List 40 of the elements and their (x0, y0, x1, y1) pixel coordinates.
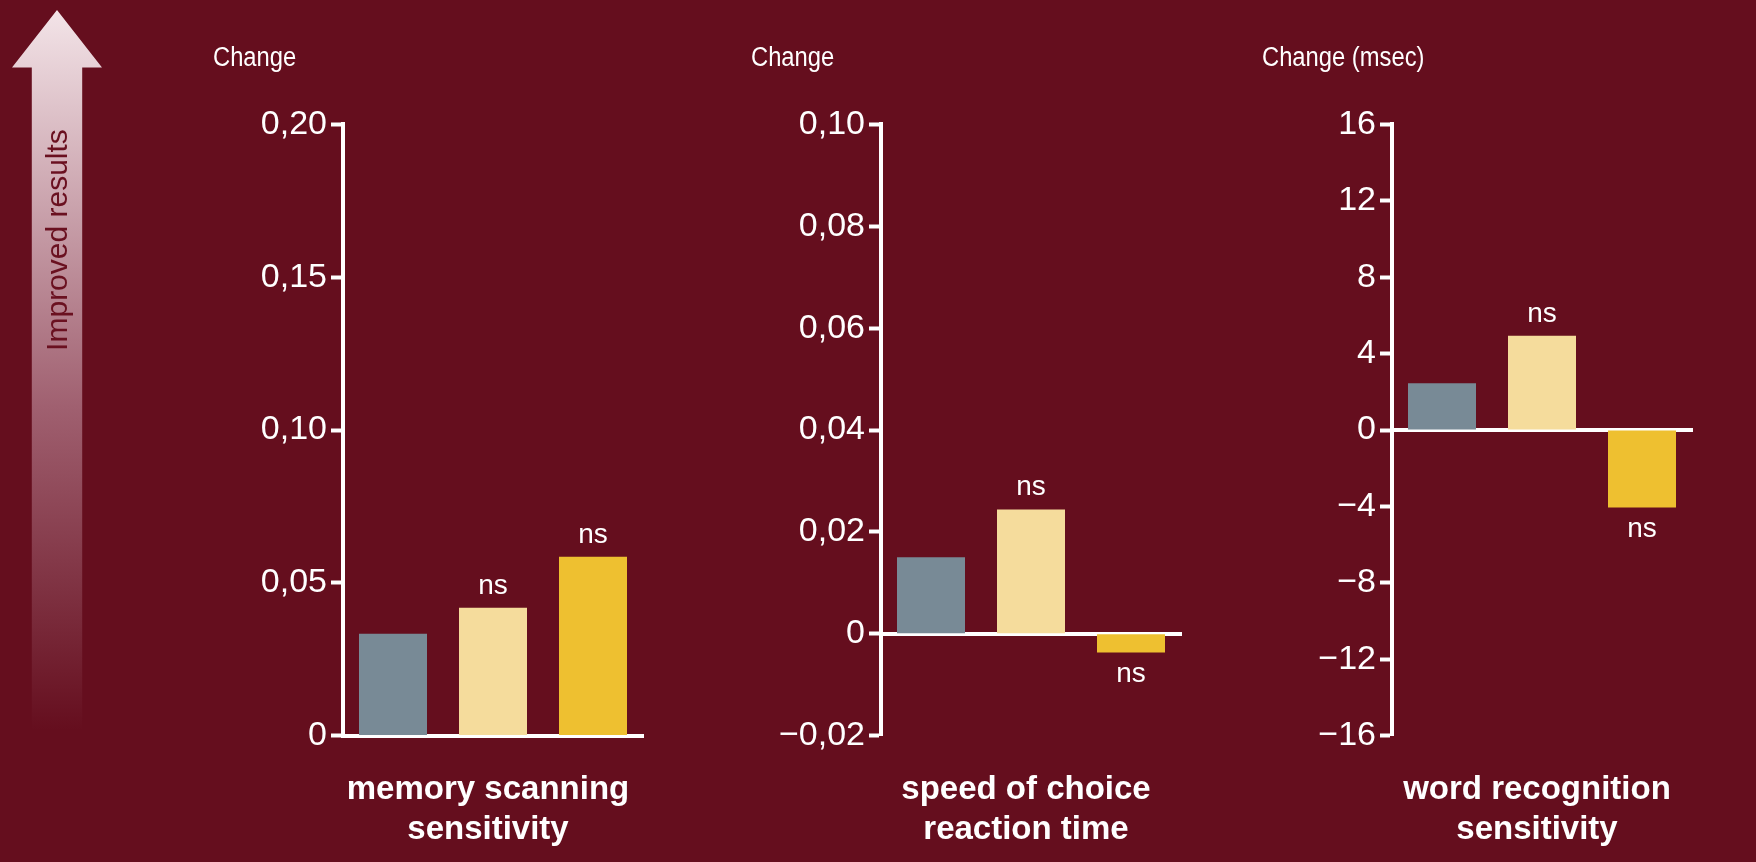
y-tick-label: −12 (1318, 637, 1376, 676)
y-tick-label: 0,05 (260, 561, 327, 600)
y-axis-title: Change (msec) (1262, 42, 1425, 73)
y-tick-label: −4 (1337, 484, 1376, 523)
y-tick-label: 8 (1357, 255, 1376, 294)
text: Improved results (40, 129, 74, 351)
y-tick-label: 0,10 (260, 408, 327, 447)
y-tick-label: 0,06 (798, 306, 865, 345)
data-label: ns (1627, 512, 1657, 544)
y-tick-label: −0,02 (778, 713, 865, 752)
x-axis-title: word recognition sensitivity (1402, 768, 1672, 848)
data-label: ns (578, 517, 608, 549)
y-tick-label: 16 (1338, 102, 1376, 141)
y-tick-label: 0,15 (260, 255, 327, 294)
bar (559, 556, 627, 736)
bar (1097, 634, 1165, 653)
data-label: ns (478, 568, 508, 600)
y-tick-label: 0,02 (798, 510, 865, 549)
y-tick-label: −16 (1318, 713, 1376, 752)
y-tick-label: 0,08 (798, 204, 865, 243)
x-axis-title: speed of choice reaction time (900, 768, 1152, 848)
y-axis-title: Change (751, 42, 835, 73)
bar (997, 509, 1065, 634)
y-tick-label: 0,04 (798, 408, 865, 447)
bar (897, 557, 965, 634)
bar (459, 607, 527, 736)
data-label: ns (1527, 296, 1557, 328)
y-axis-title: Change (213, 42, 297, 73)
data-label: ns (1016, 470, 1046, 502)
y-tick-label: 0 (846, 612, 865, 651)
y-tick-label: 0,10 (798, 102, 865, 141)
y-tick-label: 12 (1338, 179, 1376, 218)
y-tick-label: 4 (1357, 331, 1376, 370)
x-axis-title: memory scanning sensitivity (345, 768, 631, 848)
y-tick-label: 0 (308, 713, 327, 752)
data-label: ns (1116, 657, 1146, 689)
y-tick-label: 0 (1357, 408, 1376, 447)
bar (359, 633, 427, 736)
y-tick-label: −8 (1337, 561, 1376, 600)
y-tick-label: 0,20 (260, 102, 327, 141)
